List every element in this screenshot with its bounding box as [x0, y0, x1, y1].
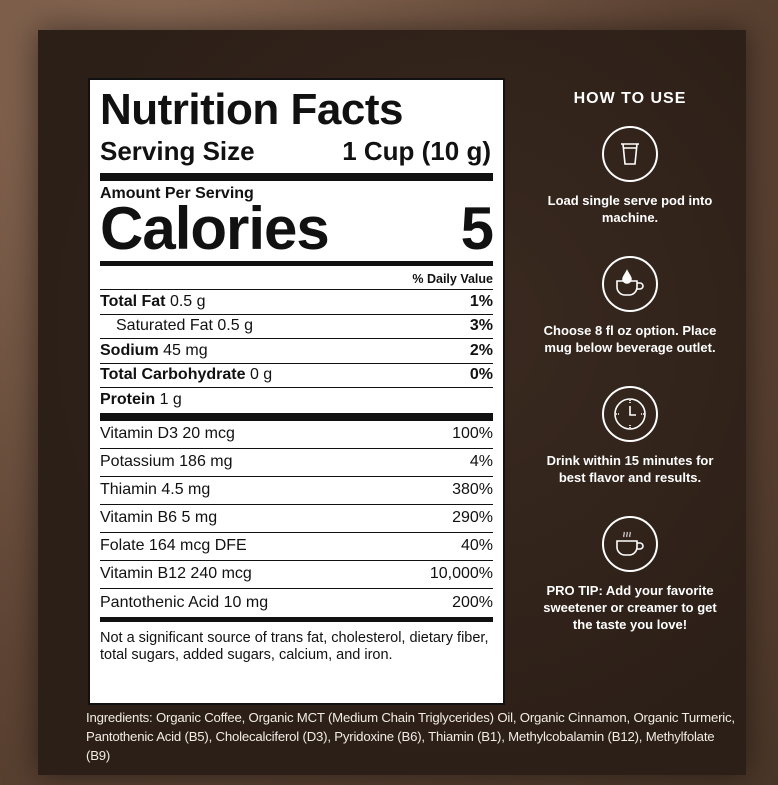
- divider: [100, 261, 493, 266]
- nutrient-row: Saturated Fat 0.5 g 3%: [100, 315, 493, 339]
- how-to-use: HOW TO USE Load single serve pod into ma…: [532, 90, 728, 647]
- mug-drop-icon: [602, 256, 658, 312]
- divider: [100, 616, 493, 622]
- clock-icon: [602, 386, 658, 442]
- amount-per-serving: Amount Per Serving: [100, 185, 254, 202]
- vitamin-row: Thiamin 4.5 mg 380%: [100, 477, 493, 505]
- nutrient-row: Total Fat 0.5 g 1%: [100, 290, 493, 315]
- step: Load single serve pod into machine.: [532, 126, 728, 226]
- vitamin-row: Vitamin B6 5 mg 290%: [100, 505, 493, 533]
- vitamin-row: Pantothenic Acid 10 mg 200%: [100, 593, 493, 611]
- ingredients-text: Ingredients: Organic Coffee, Organic MCT…: [86, 710, 735, 763]
- serving-size-label: Serving Size: [100, 136, 255, 166]
- steaming-cup-icon: [602, 516, 658, 572]
- vitamin-list: Vitamin D3 20 mcg 100% Potassium 186 mg 4%…: [100, 421, 493, 617]
- how-to-use-title: HOW TO USE: [573, 90, 687, 107]
- serving-size: Serving Size 1 Cup (10 g): [100, 136, 493, 167]
- pod-icon: [602, 126, 658, 182]
- vitamin-row: Vitamin B12 240 mcg 10,000%: [100, 561, 493, 589]
- label-title: Nutrition Facts: [100, 85, 403, 134]
- nutrient-row: Sodium 45 mg 2%: [100, 339, 493, 364]
- step: Choose 8 fl oz option. Place mug below b…: [532, 256, 728, 356]
- step: PRO TIP: Add your favorite sweetener or …: [532, 516, 728, 633]
- calories-label: Calories: [100, 195, 330, 262]
- daily-value-header: % Daily Value: [100, 266, 493, 290]
- vitamin-row: Potassium 186 mg 4%: [100, 449, 493, 477]
- footnote: Not a significant source of trans fat, c…: [100, 629, 489, 663]
- vitamin-row: Folate 164 mcg DFE 40%: [100, 533, 493, 561]
- nutrient-row: Protein 1 g: [100, 391, 182, 409]
- divider: [100, 173, 493, 181]
- divider: [100, 412, 493, 421]
- calories-value: 5: [460, 195, 494, 262]
- step: Drink within 15 minutes for best flavor …: [532, 386, 728, 486]
- nutrition-facts-label: Nutrition Facts Serving Size 1 Cup (10 g…: [88, 78, 505, 705]
- serving-size-value: 1 Cup (10 g): [342, 136, 491, 166]
- calories: Calories 5: [100, 195, 494, 262]
- nutrient-row: Total Carbohydrate 0 g 0%: [100, 364, 493, 388]
- vitamin-row: Vitamin D3 20 mcg 100%: [100, 421, 493, 449]
